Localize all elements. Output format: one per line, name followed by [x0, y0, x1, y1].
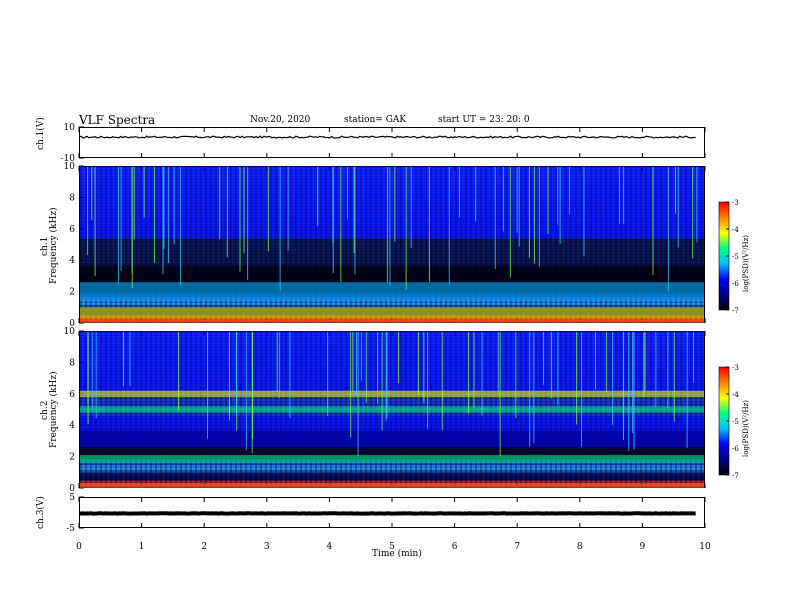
y-tick-label-ch2-spectrogram: 2 [69, 453, 75, 463]
x-tick-label: 8 [577, 542, 583, 552]
y-tick-label-ch1-waveform: 10 [64, 123, 76, 133]
ch3-ylabel: ch.3(V) [36, 496, 46, 529]
spec1-ylabel-line2: Frequency (kHz) [49, 207, 59, 284]
y-tick-label-ch1-spectrogram: 4 [69, 256, 75, 266]
colorbar-tick-label: -3 [732, 199, 739, 207]
colorbar-tick-label: -4 [732, 391, 739, 399]
colorbar-tick-label: -4 [732, 226, 739, 234]
y-tick-label-ch1-spectrogram: 8 [69, 193, 75, 203]
colorbar-tick-label: -5 [732, 418, 739, 426]
colorbar-tick-label: -5 [732, 253, 739, 261]
x-tick-label: 1 [139, 542, 145, 552]
ch2-spectrogram-band-3 [80, 406, 704, 413]
ch1-spectrogram-band-2 [80, 282, 704, 302]
y-tick-label-ch1-spectrogram: 6 [69, 225, 75, 235]
colorbar2-label: log(PSD)(V²/Hz) [742, 400, 750, 457]
y-tick-label-ch1-spectrogram: 0 [69, 319, 75, 329]
station-label: station= GAK [344, 115, 407, 125]
ch2-spectrogram-band-5 [80, 331, 704, 391]
start-time-label: start UT = 23: 20: 0 [438, 115, 530, 125]
date-label: Nov.20, 2020 [250, 115, 311, 125]
y-tick-label-ch2-spectrogram: 10 [64, 327, 76, 337]
ch1-spectrogram-band-4 [80, 166, 704, 239]
y-tick-label-ch1-spectrogram: 10 [64, 162, 76, 172]
x-axis-label: Time (min) [372, 549, 422, 559]
x-tick-label: 2 [201, 542, 207, 552]
y-tick-label-ch1-waveform: -10 [61, 154, 76, 164]
colorbar-tick-label: -3 [732, 364, 739, 372]
x-tick-label: 9 [640, 542, 646, 552]
ch1-ylabel: ch.1(V) [36, 117, 46, 150]
ch1-waveform-trace [78, 135, 696, 139]
ch2-spectrogram-band-2 [80, 415, 704, 448]
x-tick-label: 7 [514, 542, 520, 552]
ch1-spectrogram-band-3 [80, 238, 704, 283]
x-tick-label: 4 [327, 542, 333, 552]
x-tick-label: 6 [452, 542, 458, 552]
y-tick-label-ch1-spectrogram: 2 [69, 288, 75, 298]
y-tick-label-ch2-spectrogram: 0 [69, 484, 75, 494]
colorbar-tick-label: -7 [732, 307, 739, 315]
colorbar-tick-label: -6 [732, 280, 739, 288]
colorbar1-label: log(PSD)(V²/Hz) [742, 235, 750, 292]
y-tick-label-ch2-spectrogram: 4 [69, 421, 75, 431]
colorbar-tick-label: -7 [732, 472, 739, 480]
figure-title: VLF Spectra [79, 113, 156, 127]
ch2-spectrogram-band-1 [80, 455, 704, 463]
y-tick-label-ch3-waveform: -5 [66, 524, 75, 534]
spec2-ylabel-line2: Frequency (kHz) [49, 371, 59, 448]
ch2-spectrogram-band-4 [80, 390, 704, 397]
y-tick-label-ch3-waveform: 5 [69, 493, 75, 503]
colorbar-tick-label: -6 [732, 445, 739, 453]
y-tick-label-ch2-spectrogram: 6 [69, 390, 75, 400]
x-tick-label: 10 [699, 542, 711, 552]
x-tick-label: 3 [264, 542, 270, 552]
x-tick-label: 0 [76, 542, 82, 552]
ch1-spectrogram-band-1 [80, 307, 704, 319]
x-tick-label: 5 [389, 542, 395, 552]
y-tick-label-ch2-spectrogram: 8 [69, 358, 75, 368]
